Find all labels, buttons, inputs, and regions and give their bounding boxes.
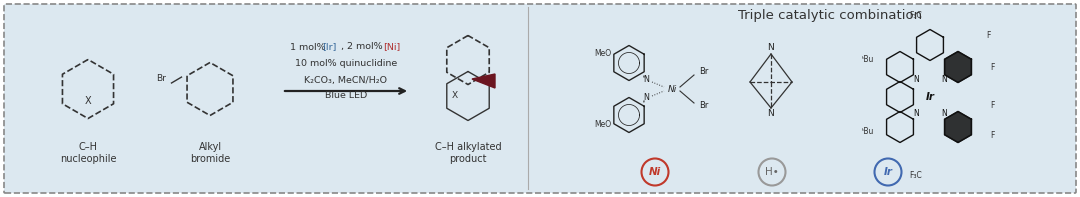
Text: Ir: Ir (926, 92, 934, 102)
Text: C–H
nucleophile: C–H nucleophile (59, 142, 117, 164)
Text: N: N (643, 94, 649, 102)
Text: , 2 mol%: , 2 mol% (341, 43, 386, 51)
Text: F: F (986, 31, 990, 40)
Text: Triple catalytic combination: Triple catalytic combination (738, 9, 922, 22)
Text: F: F (989, 130, 995, 139)
Text: F₃C: F₃C (909, 170, 922, 179)
Text: MeO: MeO (594, 48, 611, 58)
Text: N: N (941, 110, 947, 119)
Text: ᵗBu: ᵗBu (862, 55, 874, 63)
Text: X: X (451, 91, 458, 100)
Text: F₃C: F₃C (909, 10, 922, 20)
Text: [Ir]: [Ir] (323, 43, 337, 51)
Text: Ni: Ni (649, 167, 661, 177)
Text: N: N (913, 75, 919, 85)
Text: N: N (768, 110, 774, 119)
Text: ᵗBu: ᵗBu (862, 127, 874, 137)
Text: [Ni]: [Ni] (383, 43, 401, 51)
Text: F: F (989, 62, 995, 72)
Text: 10 mol% quinuclidine: 10 mol% quinuclidine (295, 59, 397, 69)
Text: N: N (768, 44, 774, 52)
FancyBboxPatch shape (4, 4, 1076, 193)
Text: Ir: Ir (883, 167, 892, 177)
Text: C–H alkylated
product: C–H alkylated product (434, 142, 501, 164)
Text: Br: Br (699, 101, 708, 111)
Polygon shape (472, 74, 495, 88)
Text: Blue LED: Blue LED (325, 91, 367, 100)
Text: Br: Br (699, 68, 708, 76)
Text: Alkyl
bromide: Alkyl bromide (190, 142, 230, 164)
Polygon shape (945, 112, 971, 142)
Text: N: N (643, 75, 649, 85)
Text: Ni: Ni (667, 85, 677, 94)
Text: Br: Br (157, 74, 166, 84)
Polygon shape (945, 51, 971, 83)
Text: H•: H• (765, 167, 779, 177)
Text: MeO: MeO (594, 121, 611, 129)
Text: X: X (84, 96, 92, 106)
Text: N: N (913, 110, 919, 119)
Text: 1 mol%: 1 mol% (289, 43, 328, 51)
Text: N: N (941, 75, 947, 85)
Text: F: F (989, 100, 995, 110)
Text: K₂CO₃, MeCN/H₂O: K₂CO₃, MeCN/H₂O (305, 75, 388, 85)
